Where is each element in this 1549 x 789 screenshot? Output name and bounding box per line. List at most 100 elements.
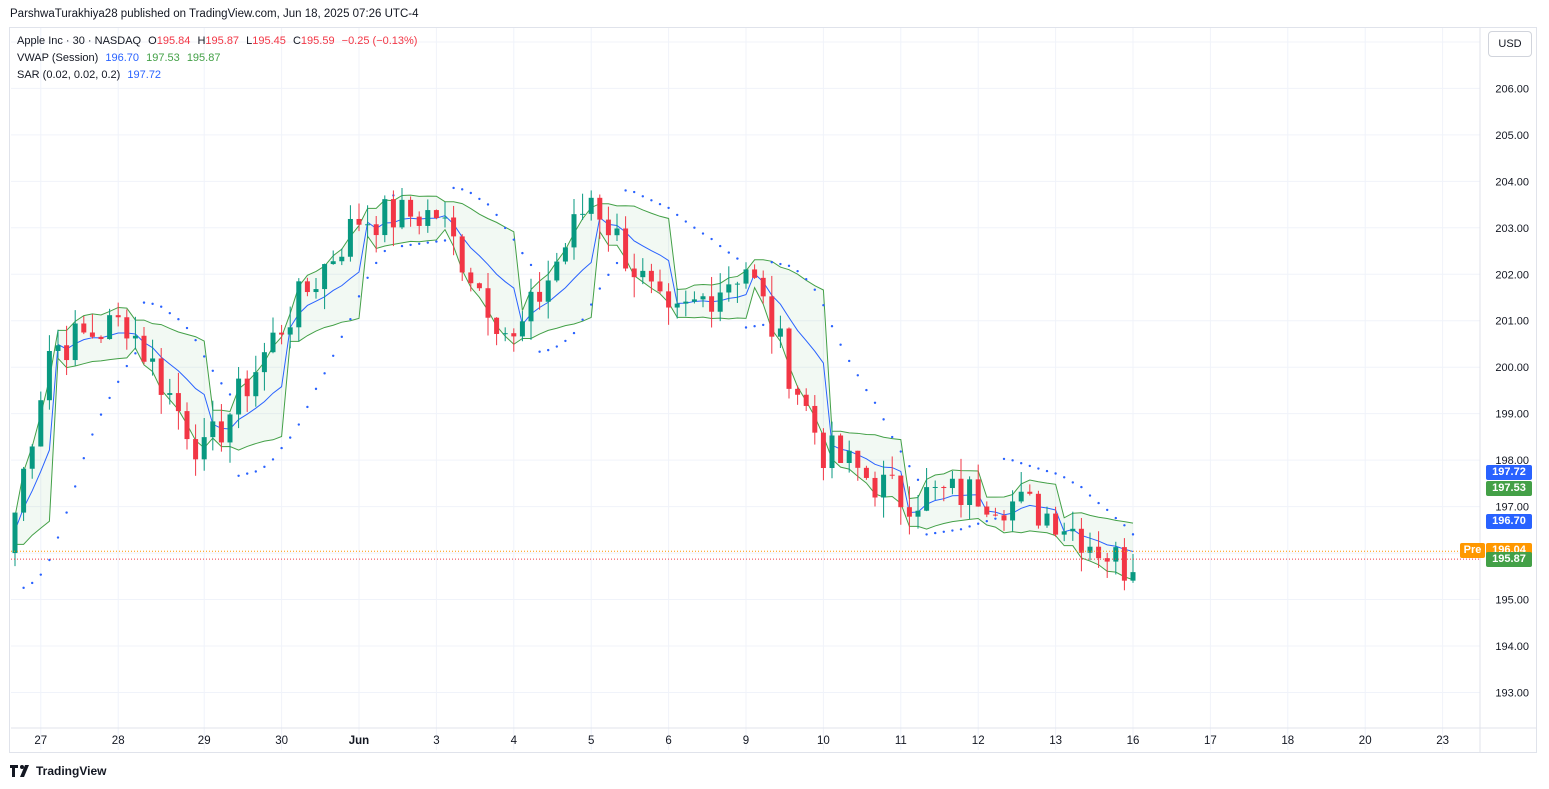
currency-button[interactable]: USD — [1488, 31, 1532, 57]
legend-sar-value: 197.72 — [127, 69, 162, 81]
footer-brand: TradingView — [36, 764, 107, 778]
legend-symbol[interactable]: Apple Inc · 30 · NASDAQ — [17, 35, 142, 47]
sar-dot — [357, 295, 361, 298]
sar-dot — [727, 251, 730, 254]
candle-body — [347, 218, 353, 257]
legend-vwap[interactable]: VWAP (Session) 196.70 197.53 195.87 — [17, 52, 224, 64]
candle-body — [1113, 547, 1119, 562]
legend-sar[interactable]: SAR (0.02, 0.02, 0.2) 197.72 — [17, 69, 165, 81]
candle-body — [700, 296, 706, 300]
candle-body — [795, 388, 801, 395]
publisher-header: ParshwaTurakhiya28 published on TradingV… — [10, 8, 419, 20]
sar-dot — [667, 206, 670, 210]
candle-body — [571, 214, 577, 248]
legend-vwap-value: 196.70 — [105, 52, 140, 64]
y-axis-tick-label: 206.00 — [1495, 83, 1529, 95]
sar-dot — [994, 517, 997, 520]
sar-dot — [693, 226, 696, 229]
sar-dot — [529, 263, 533, 267]
candle-body — [829, 435, 835, 469]
x-axis-tick-label: 18 — [1281, 735, 1294, 747]
sar-dot — [1011, 459, 1014, 462]
sar-dot — [744, 326, 748, 329]
candle-body — [416, 216, 422, 226]
sar-dot — [22, 586, 25, 590]
sar-dot — [134, 352, 137, 355]
candle-body — [253, 372, 259, 397]
x-axis-tick-label: 9 — [743, 735, 749, 747]
x-axis-tick-label: 23 — [1436, 735, 1449, 747]
sar-dot — [951, 529, 954, 532]
x-axis-tick-label: 27 — [34, 735, 47, 747]
candle-body — [777, 328, 783, 337]
candle-body — [29, 446, 35, 469]
chart-frame[interactable] — [9, 27, 1537, 753]
sar-dot — [1063, 476, 1066, 479]
candle-body — [648, 270, 654, 282]
sar-dot — [925, 533, 928, 536]
candle-body — [881, 474, 887, 498]
x-axis-tick-label: 28 — [112, 735, 125, 747]
x-axis-tick-label: 5 — [588, 735, 594, 747]
candle-body — [485, 288, 491, 318]
sar-dot — [366, 276, 369, 280]
candle-body — [141, 335, 147, 362]
sar-dot — [899, 450, 902, 453]
x-axis-tick-label: 29 — [198, 735, 211, 747]
candle-body — [683, 301, 689, 304]
legend-close-label: C — [292, 35, 301, 47]
x-axis-tick-label: 6 — [665, 735, 671, 747]
sar-dot — [254, 470, 257, 473]
sar-dot — [581, 318, 584, 321]
sar-dot — [650, 199, 653, 202]
candle-body — [107, 315, 113, 340]
candle-body — [519, 321, 525, 337]
candle-body — [855, 450, 861, 468]
legend-open-label: O — [148, 35, 157, 47]
candle-body — [691, 299, 697, 302]
sar-dot — [125, 364, 128, 368]
sar-dot — [1088, 494, 1092, 497]
candle-body — [1061, 531, 1067, 535]
candle-body — [1010, 501, 1016, 521]
candle-body — [64, 345, 70, 361]
candle-body — [304, 281, 310, 293]
sar-dot — [443, 239, 447, 242]
candle-body — [889, 474, 895, 476]
tradingview-icon — [10, 765, 29, 777]
candle-body — [115, 315, 121, 318]
x-axis-tick-label: 30 — [275, 735, 288, 747]
candle-body — [408, 199, 414, 217]
candle-body — [313, 289, 319, 293]
sar-dot — [719, 244, 722, 248]
sar-dot — [151, 302, 154, 306]
candle-body — [451, 217, 457, 237]
sar-dot — [504, 226, 507, 230]
sar-dot — [469, 191, 472, 195]
sar-dot — [641, 195, 644, 198]
y-axis-tick-label: 204.00 — [1495, 176, 1529, 188]
tradingview-logo[interactable]: TradingView — [10, 764, 106, 778]
candle-body — [244, 378, 250, 397]
candle-body — [1087, 546, 1093, 553]
candle-body — [623, 228, 629, 269]
sar-dot — [1028, 464, 1032, 468]
sar-dot — [349, 317, 352, 321]
candle-body — [975, 479, 981, 507]
y-axis-tick-label: 198.00 — [1495, 455, 1529, 467]
candle-body — [726, 284, 732, 293]
candle-body — [356, 218, 362, 225]
candle-body — [373, 224, 379, 236]
candle-body — [915, 510, 921, 517]
candle-body — [184, 411, 190, 440]
x-axis-tick-label: 16 — [1127, 735, 1140, 747]
candle-body — [597, 197, 603, 220]
legend-vwap-upper: 197.53 — [146, 52, 180, 64]
sar-dot — [916, 478, 920, 482]
candle-body — [924, 487, 930, 511]
y-axis-tick-label: 203.00 — [1495, 223, 1529, 235]
legend-low: 195.45 — [252, 35, 286, 47]
candle-body — [984, 506, 990, 515]
sar-dot — [203, 355, 206, 358]
